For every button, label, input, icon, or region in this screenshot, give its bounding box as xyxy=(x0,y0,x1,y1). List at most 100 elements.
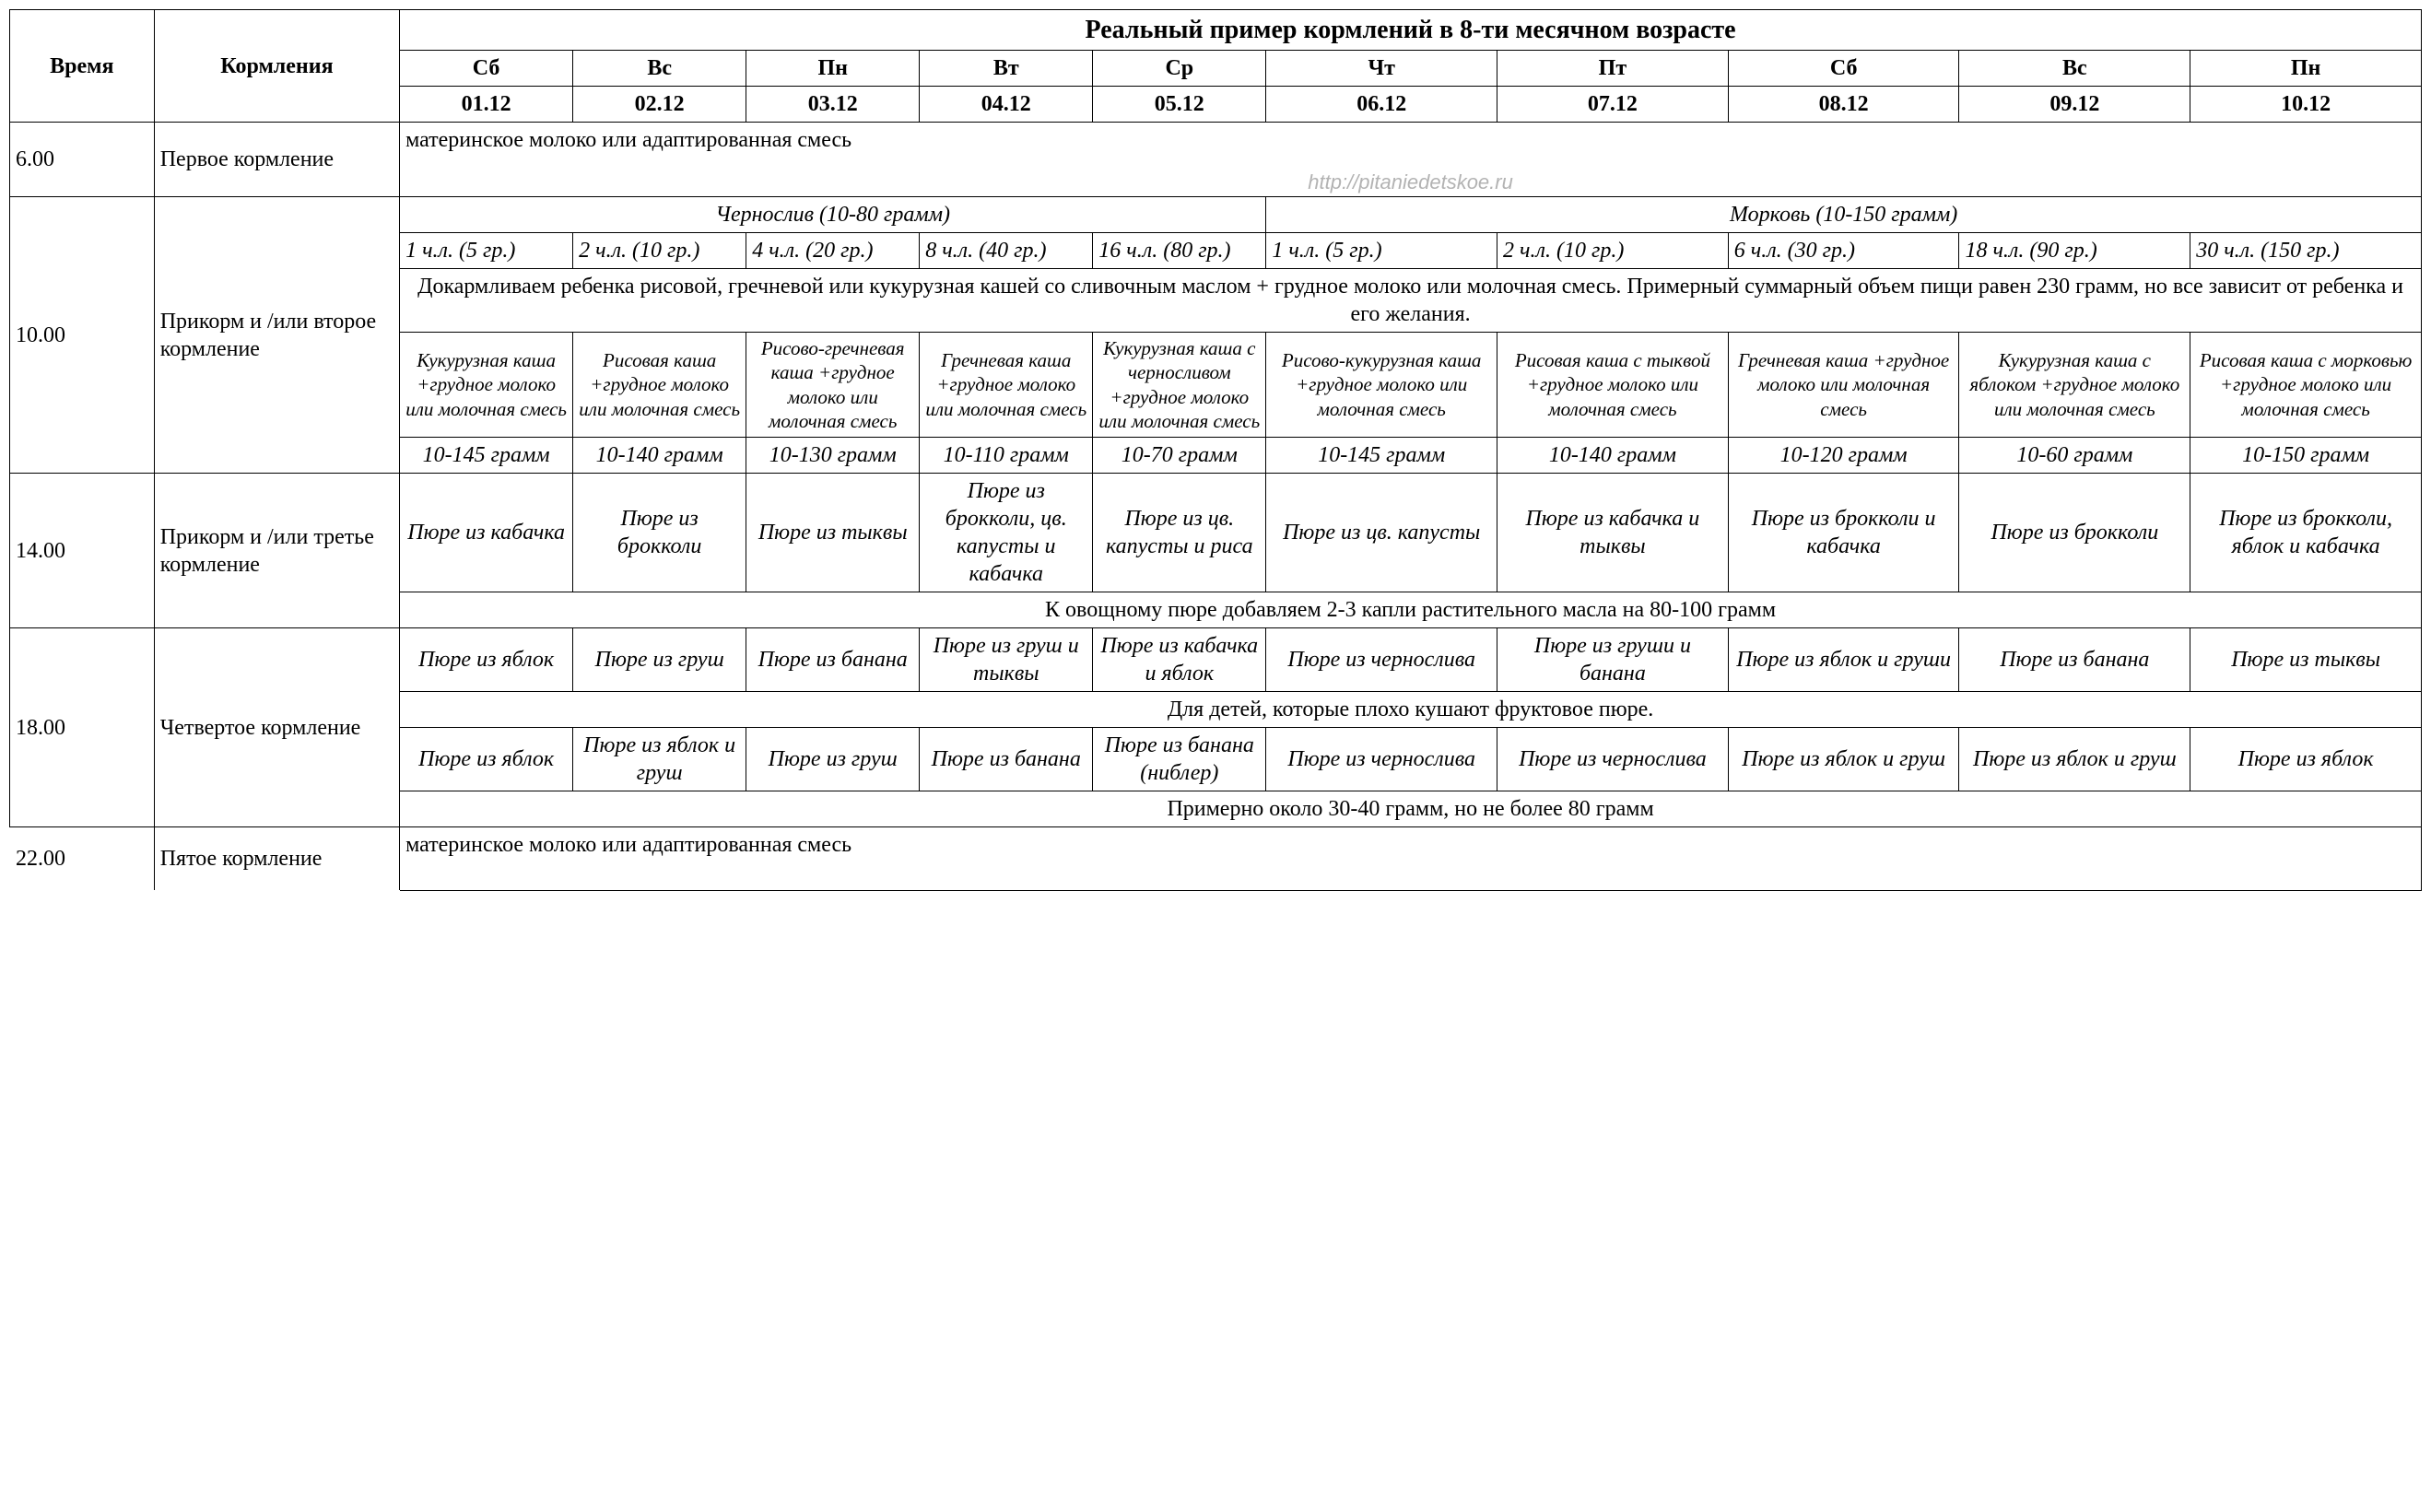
feeding-schedule-table: Время Кормления Реальный пример кормлени… xyxy=(9,9,2422,891)
spoon-9: 30 ч.л. (150 гр.) xyxy=(2190,233,2422,269)
spoon-8: 18 ч.л. (90 гр.) xyxy=(1959,233,2190,269)
time-1400: 14.00 xyxy=(10,474,155,628)
time-1800: 18.00 xyxy=(10,628,155,827)
date-1: 02.12 xyxy=(573,87,746,123)
spoon-2: 4 ч.л. (20 гр.) xyxy=(746,233,920,269)
fruit1-5: Пюре из чернослива xyxy=(1266,628,1497,692)
time-2200: 22.00 xyxy=(10,827,155,891)
fruit1-3: Пюре из груш и тыквы xyxy=(920,628,1093,692)
fruit-end-note: Примерно около 30-40 грамм, но не более … xyxy=(400,791,2422,827)
fruit1-0: Пюре из яблок xyxy=(400,628,573,692)
veg-7: Пюре из брокколи и кабачка xyxy=(1728,474,1959,592)
fruit2-0: Пюре из яблок xyxy=(400,728,573,791)
veg-6: Пюре из кабачка и тыквы xyxy=(1497,474,1729,592)
spoon-6: 2 ч.л. (10 гр.) xyxy=(1497,233,1729,269)
milk-600-text: материнское молоко или адаптированная см… xyxy=(405,128,851,152)
veg-3: Пюре из брокколи, цв. капусты и кабачка xyxy=(920,474,1093,592)
grams-4: 10-70 грамм xyxy=(1093,438,1266,474)
veg-8: Пюре из брокколи xyxy=(1959,474,2190,592)
feeding-1800: Четвертое кормление xyxy=(154,628,399,827)
table-title: Реальный пример кормлений в 8-ти месячно… xyxy=(400,10,2422,51)
spoon-3: 8 ч.л. (40 гр.) xyxy=(920,233,1093,269)
date-0: 01.12 xyxy=(400,87,573,123)
fruit1-4: Пюре из кабачка и яблок xyxy=(1093,628,1266,692)
feeding-1000: Прикорм и /или второе кормление xyxy=(154,197,399,474)
spoon-1: 2 ч.л. (10 гр.) xyxy=(573,233,746,269)
grams-0: 10-145 грамм xyxy=(400,438,573,474)
date-5: 06.12 xyxy=(1266,87,1497,123)
dow-6: Пт xyxy=(1497,51,1729,87)
porridge-8: Кукурузная каша с яблоком +грудное молок… xyxy=(1959,333,2190,438)
porridge-6: Рисовая каша с тыквой +грудное молоко ил… xyxy=(1497,333,1729,438)
porridge-7: Гречневая каша +грудное молоко или молоч… xyxy=(1728,333,1959,438)
fruit1-2: Пюре из банана xyxy=(746,628,920,692)
date-3: 04.12 xyxy=(920,87,1093,123)
porridge-4: Кукурузная каша с черносливом +грудное м… xyxy=(1093,333,1266,438)
porridge-3: Гречневая каша +грудное молоко или молоч… xyxy=(920,333,1093,438)
cell-2200: материнское молоко или адаптированная см… xyxy=(400,827,2422,891)
spoon-5: 1 ч.л. (5 гр.) xyxy=(1266,233,1497,269)
fruit1-7: Пюре из яблок и груши xyxy=(1728,628,1959,692)
date-8: 09.12 xyxy=(1959,87,2190,123)
porridge-0: Кукурузная каша +грудное молоко или моло… xyxy=(400,333,573,438)
fruit2-4: Пюре из банана (ниблер) xyxy=(1093,728,1266,791)
fruit2-1: Пюре из яблок и груш xyxy=(573,728,746,791)
fruit2-5: Пюре из чернослива xyxy=(1266,728,1497,791)
fruit2-7: Пюре из яблок и груш xyxy=(1728,728,1959,791)
date-2: 03.12 xyxy=(746,87,920,123)
grams-3: 10-110 грамм xyxy=(920,438,1093,474)
veg-1: Пюре из брокколи xyxy=(573,474,746,592)
fruit2-2: Пюре из груш xyxy=(746,728,920,791)
grams-5: 10-145 грамм xyxy=(1266,438,1497,474)
spoon-0: 1 ч.л. (5 гр.) xyxy=(400,233,573,269)
veg-2: Пюре из тыквы xyxy=(746,474,920,592)
fruit1-6: Пюре из груши и банана xyxy=(1497,628,1729,692)
dow-1: Вс xyxy=(573,51,746,87)
dow-5: Чт xyxy=(1266,51,1497,87)
date-9: 10.12 xyxy=(2190,87,2422,123)
fruit1-1: Пюре из груш xyxy=(573,628,746,692)
porridge-2: Рисово-гречневая каша +грудное молоко ил… xyxy=(746,333,920,438)
cell-600: материнское молоко или адаптированная см… xyxy=(400,123,2422,197)
col-feeding-header: Кормления xyxy=(154,10,399,123)
veg-note: К овощному пюре добавляем 2-3 капли раст… xyxy=(400,592,2422,628)
fruit-mid-note: Для детей, которые плохо кушают фруктово… xyxy=(400,692,2422,728)
grams-1: 10-140 грамм xyxy=(573,438,746,474)
veg-9: Пюре из брокколи, яблок и кабачка xyxy=(2190,474,2422,592)
feeding-600: Первое кормление xyxy=(154,123,399,197)
date-6: 07.12 xyxy=(1497,87,1729,123)
spoon-7: 6 ч.л. (30 гр.) xyxy=(1728,233,1959,269)
dow-3: Вт xyxy=(920,51,1093,87)
dow-0: Сб xyxy=(400,51,573,87)
porridge-note: Докармливаем ребенка рисовой, гречневой … xyxy=(400,269,2422,333)
fruit2-9: Пюре из яблок xyxy=(2190,728,2422,791)
veg-4: Пюре из цв. капусты и риса xyxy=(1093,474,1266,592)
grams-9: 10-150 грамм xyxy=(2190,438,2422,474)
dow-4: Ср xyxy=(1093,51,1266,87)
porridge-9: Рисовая каша с морковью +грудное молоко … xyxy=(2190,333,2422,438)
dow-7: Сб xyxy=(1728,51,1959,87)
grams-7: 10-120 грамм xyxy=(1728,438,1959,474)
watermark: http://pitaniedetskoe.ru xyxy=(1308,170,1513,195)
col-time-header: Время xyxy=(10,10,155,123)
porridge-1: Рисовая каша +грудное молоко или молочна… xyxy=(573,333,746,438)
intro-left: Чернослив (10-80 грамм) xyxy=(400,197,1266,233)
time-1000: 10.00 xyxy=(10,197,155,474)
veg-0: Пюре из кабачка xyxy=(400,474,573,592)
porridge-5: Рисово-кукурузная каша +грудное молоко и… xyxy=(1266,333,1497,438)
fruit1-9: Пюре из тыквы xyxy=(2190,628,2422,692)
spoon-4: 16 ч.л. (80 гр.) xyxy=(1093,233,1266,269)
fruit2-6: Пюре из чернослива xyxy=(1497,728,1729,791)
feeding-2200: Пятое кормление xyxy=(154,827,399,891)
grams-2: 10-130 грамм xyxy=(746,438,920,474)
intro-right: Морковь (10-150 грамм) xyxy=(1266,197,2422,233)
grams-6: 10-140 грамм xyxy=(1497,438,1729,474)
fruit2-8: Пюре из яблок и груш xyxy=(1959,728,2190,791)
date-7: 08.12 xyxy=(1728,87,1959,123)
veg-5: Пюре из цв. капусты xyxy=(1266,474,1497,592)
dow-2: Пн xyxy=(746,51,920,87)
fruit2-3: Пюре из банана xyxy=(920,728,1093,791)
grams-8: 10-60 грамм xyxy=(1959,438,2190,474)
dow-9: Пн xyxy=(2190,51,2422,87)
fruit1-8: Пюре из банана xyxy=(1959,628,2190,692)
